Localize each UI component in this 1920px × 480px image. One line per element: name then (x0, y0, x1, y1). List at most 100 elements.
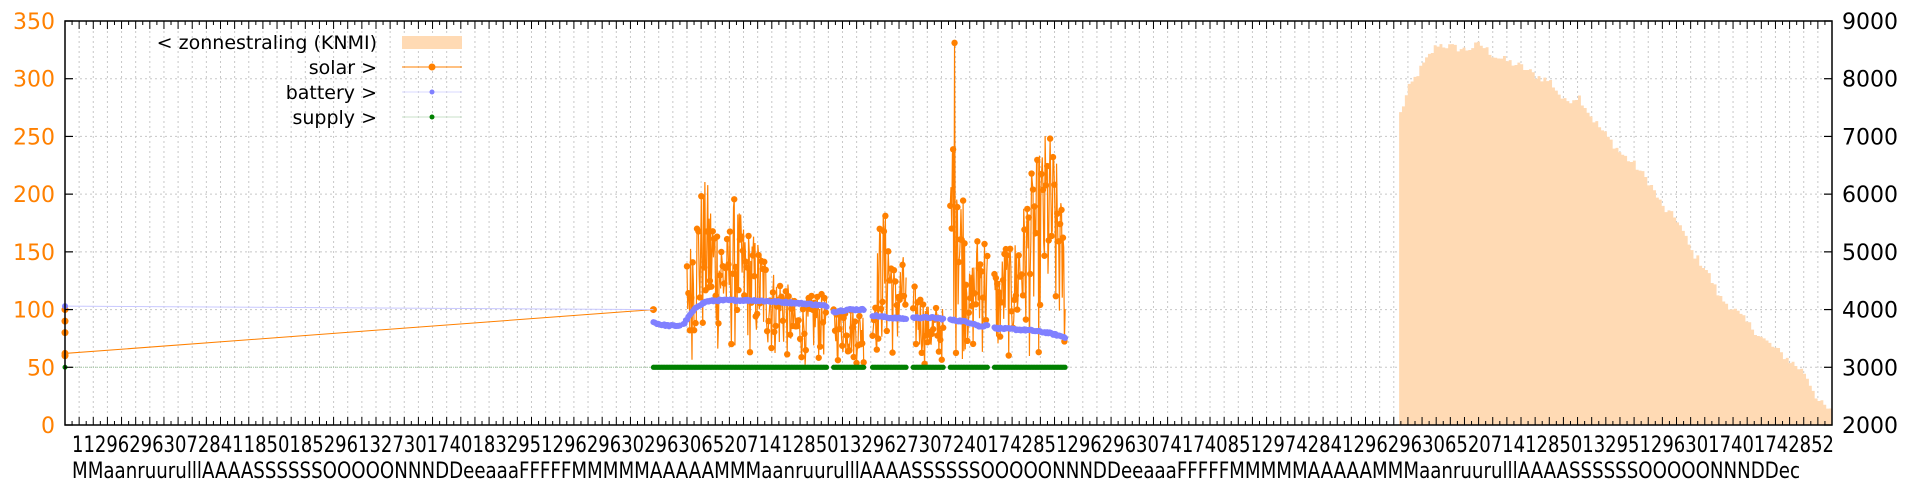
solar-point (846, 347, 853, 354)
battery-line (64, 305, 654, 311)
solar-point (786, 331, 794, 338)
solar-point (964, 337, 971, 345)
solar-point (967, 294, 974, 302)
y-left-tick-label: 200 (13, 183, 55, 208)
solar-point (696, 294, 704, 301)
solar-point (937, 336, 944, 344)
solar-point (1029, 186, 1037, 193)
solar-point (900, 292, 908, 300)
solar-point (1052, 292, 1060, 300)
supply-point (1062, 364, 1068, 370)
solar-point (1015, 252, 1022, 259)
solar-point (738, 233, 745, 240)
solar-point (882, 212, 889, 220)
solar-point (769, 289, 777, 296)
solar-point (839, 342, 846, 349)
solar-point (849, 324, 856, 331)
solar-point (954, 203, 961, 211)
solar-point (836, 325, 843, 333)
solar-point (743, 264, 751, 271)
legend-supply-label: supply > (292, 107, 377, 129)
solar-point (808, 292, 815, 300)
solar-point (860, 359, 867, 366)
y-left-tick-label: 300 (13, 68, 55, 93)
solar-point (1051, 181, 1058, 188)
solar-line (64, 309, 654, 356)
solar-point (690, 327, 698, 334)
series-battery (62, 296, 1069, 341)
y-left-tick-label: 350 (13, 10, 55, 35)
battery-point (823, 303, 830, 310)
solar-point (698, 192, 705, 200)
solar-point (732, 263, 739, 271)
y-right-tick-label: 3000 (1842, 356, 1898, 381)
solar-point (949, 146, 957, 153)
solar-point (859, 340, 866, 347)
legend-supply-marker (429, 114, 435, 120)
solar-point (709, 228, 716, 235)
battery-point (1062, 334, 1069, 341)
series-supply (62, 364, 1068, 370)
solar-point (959, 197, 967, 204)
solar-point (1044, 162, 1051, 170)
solar-point (688, 294, 695, 301)
solar-point (883, 327, 891, 335)
solar-point (851, 318, 859, 325)
solar-point (1034, 156, 1041, 164)
solar-point (753, 310, 761, 318)
solar-point (712, 292, 719, 299)
solar-point (695, 228, 702, 235)
solar-point (785, 293, 792, 300)
solar-point (951, 39, 958, 47)
solar-point (703, 228, 711, 235)
supply-point (984, 364, 990, 370)
y-right-tick-label: 7000 (1842, 125, 1898, 150)
solar-point (1038, 170, 1045, 178)
solar-point (1041, 252, 1048, 259)
solar-point (939, 324, 947, 331)
solar-point (998, 299, 1005, 306)
solar-point (761, 258, 768, 266)
solar-point (886, 277, 893, 284)
solar-point (1048, 232, 1055, 240)
solar-point (795, 317, 802, 324)
series-zonnestraling (1399, 41, 1832, 425)
solar-point (1022, 316, 1030, 323)
solar-point (978, 268, 985, 275)
solar-point (1014, 306, 1021, 313)
solar-point (1055, 238, 1062, 245)
solar-point (728, 340, 735, 348)
solar-point (1006, 245, 1014, 253)
solar-point (1059, 234, 1067, 241)
solar-line (871, 215, 907, 353)
solar-point (801, 330, 808, 337)
solar-point (798, 353, 805, 361)
supply-point (861, 364, 867, 370)
solar-point (821, 294, 828, 302)
solar-point (1054, 210, 1061, 217)
solar-point (692, 319, 699, 327)
solar-point (889, 349, 896, 356)
battery-point (940, 315, 947, 322)
solar-point (742, 258, 749, 265)
solar-point (999, 276, 1007, 284)
solar-point (995, 288, 1002, 296)
supply-point (903, 364, 909, 370)
solar-point (1004, 251, 1011, 259)
solar-point (952, 349, 960, 357)
solar-point (917, 296, 924, 303)
solar-point (853, 359, 860, 367)
solar-point (771, 328, 778, 336)
solar-line (686, 182, 828, 365)
solar-point (1028, 170, 1035, 177)
solar-point (741, 292, 748, 299)
solar-point (723, 235, 731, 243)
solar-point (992, 274, 1000, 282)
solar-point (718, 248, 725, 256)
solar-point (706, 277, 714, 285)
solar-point (768, 344, 775, 352)
solar-point (1042, 182, 1050, 189)
solar-point (749, 252, 757, 259)
solar-point (715, 320, 722, 327)
solar-point (1024, 205, 1031, 213)
